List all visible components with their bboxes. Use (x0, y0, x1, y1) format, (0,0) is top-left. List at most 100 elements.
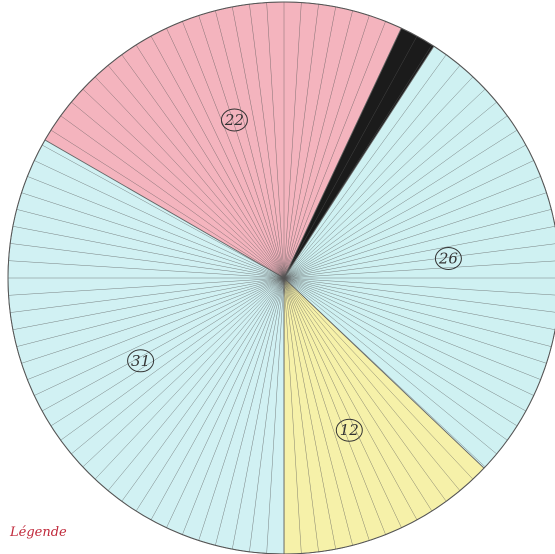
radial-line (249, 277, 285, 552)
radial-line (12, 277, 285, 330)
radial-line (135, 44, 285, 279)
slice-label-4: 31 (127, 349, 155, 373)
radial-line (283, 277, 547, 364)
radial-line (10, 243, 285, 279)
radial-line (34, 277, 285, 396)
radial-line (107, 65, 285, 279)
radial-line (283, 192, 547, 279)
radial-line (283, 6, 336, 279)
radial-line (12, 226, 285, 279)
radial-line (21, 277, 285, 364)
slice-label-circle (127, 349, 155, 373)
radial-line (166, 28, 285, 279)
radial-line (283, 277, 302, 554)
slice-label-0: 22 (220, 108, 248, 132)
radial-line (71, 277, 285, 455)
radial-line (283, 15, 370, 279)
radial-line (283, 277, 353, 546)
radial-line (283, 277, 508, 441)
radial-line (283, 277, 370, 541)
radial-line (283, 277, 541, 380)
slice-label-circle (434, 247, 462, 270)
radial-line (121, 54, 285, 279)
radial-line (283, 277, 555, 296)
radial-line (283, 277, 526, 412)
radial-line (283, 277, 418, 520)
radial-line (283, 115, 508, 279)
pie-outline (7, 1, 555, 554)
radial-line (21, 192, 285, 279)
radial-line (232, 277, 285, 550)
radial-line (27, 277, 285, 380)
radial-line (283, 277, 386, 535)
radial-line (266, 277, 285, 554)
radial-line (283, 10, 353, 279)
radial-line (42, 277, 285, 412)
radial-line (283, 21, 386, 279)
radial-line (283, 76, 474, 279)
radial-line (42, 144, 285, 279)
radial-line (283, 277, 497, 455)
radial-line (27, 176, 285, 279)
slice-label-text: 26 (438, 250, 459, 268)
radial-line (266, 2, 285, 279)
radial-line (150, 36, 285, 279)
slice-label-circle (220, 108, 248, 132)
radial-line (283, 277, 461, 491)
radial-line (283, 277, 552, 347)
radial-line (135, 277, 285, 512)
radial-line (16, 277, 285, 347)
radial-line (10, 277, 285, 313)
radial-grid-lines (8, 2, 555, 554)
radial-line (198, 15, 285, 279)
radial-line (50, 129, 285, 279)
radial-line (283, 88, 486, 279)
radial-line (283, 65, 461, 279)
radial-line (82, 88, 285, 279)
slice-label-3: 12 (335, 418, 363, 442)
radial-line (182, 277, 285, 535)
radial-line (283, 277, 555, 330)
radial-line (50, 277, 285, 427)
radial-line (283, 260, 555, 279)
radial-line (82, 277, 285, 468)
radial-line (107, 277, 285, 491)
radial-line (283, 277, 402, 528)
radial-line (283, 54, 447, 279)
radial-line (283, 4, 319, 279)
radial-line (283, 277, 534, 396)
radial-line (60, 277, 285, 441)
radial-line (60, 115, 285, 279)
radial-line (283, 277, 486, 468)
radial-line (283, 277, 447, 502)
radial-line (283, 28, 402, 279)
radial-line (166, 277, 285, 528)
radial-line (150, 277, 285, 520)
radial-line (198, 277, 285, 541)
radial-line (283, 129, 518, 279)
radial-line (71, 101, 285, 279)
radial-line (283, 176, 541, 279)
radial-line (283, 209, 552, 279)
radial-line (283, 44, 433, 279)
radial-line (283, 277, 518, 427)
radial-line (8, 277, 285, 296)
radial-line (283, 277, 474, 480)
radial-line (94, 277, 285, 480)
radial-line (94, 76, 285, 279)
radial-line (283, 101, 497, 279)
radial-line (283, 160, 534, 279)
slice-labels: 22 26 12 31 (127, 108, 462, 442)
radial-line (249, 4, 285, 279)
radial-line (283, 2, 302, 279)
slice-label-text: 22 (224, 111, 244, 129)
radial-line (283, 243, 555, 279)
radial-line (283, 277, 319, 552)
radial-line (215, 277, 285, 546)
legend-title: Légende (9, 525, 67, 540)
radial-line (34, 160, 285, 279)
radial-line (283, 277, 555, 313)
slice-label-2: 26 (434, 247, 462, 270)
